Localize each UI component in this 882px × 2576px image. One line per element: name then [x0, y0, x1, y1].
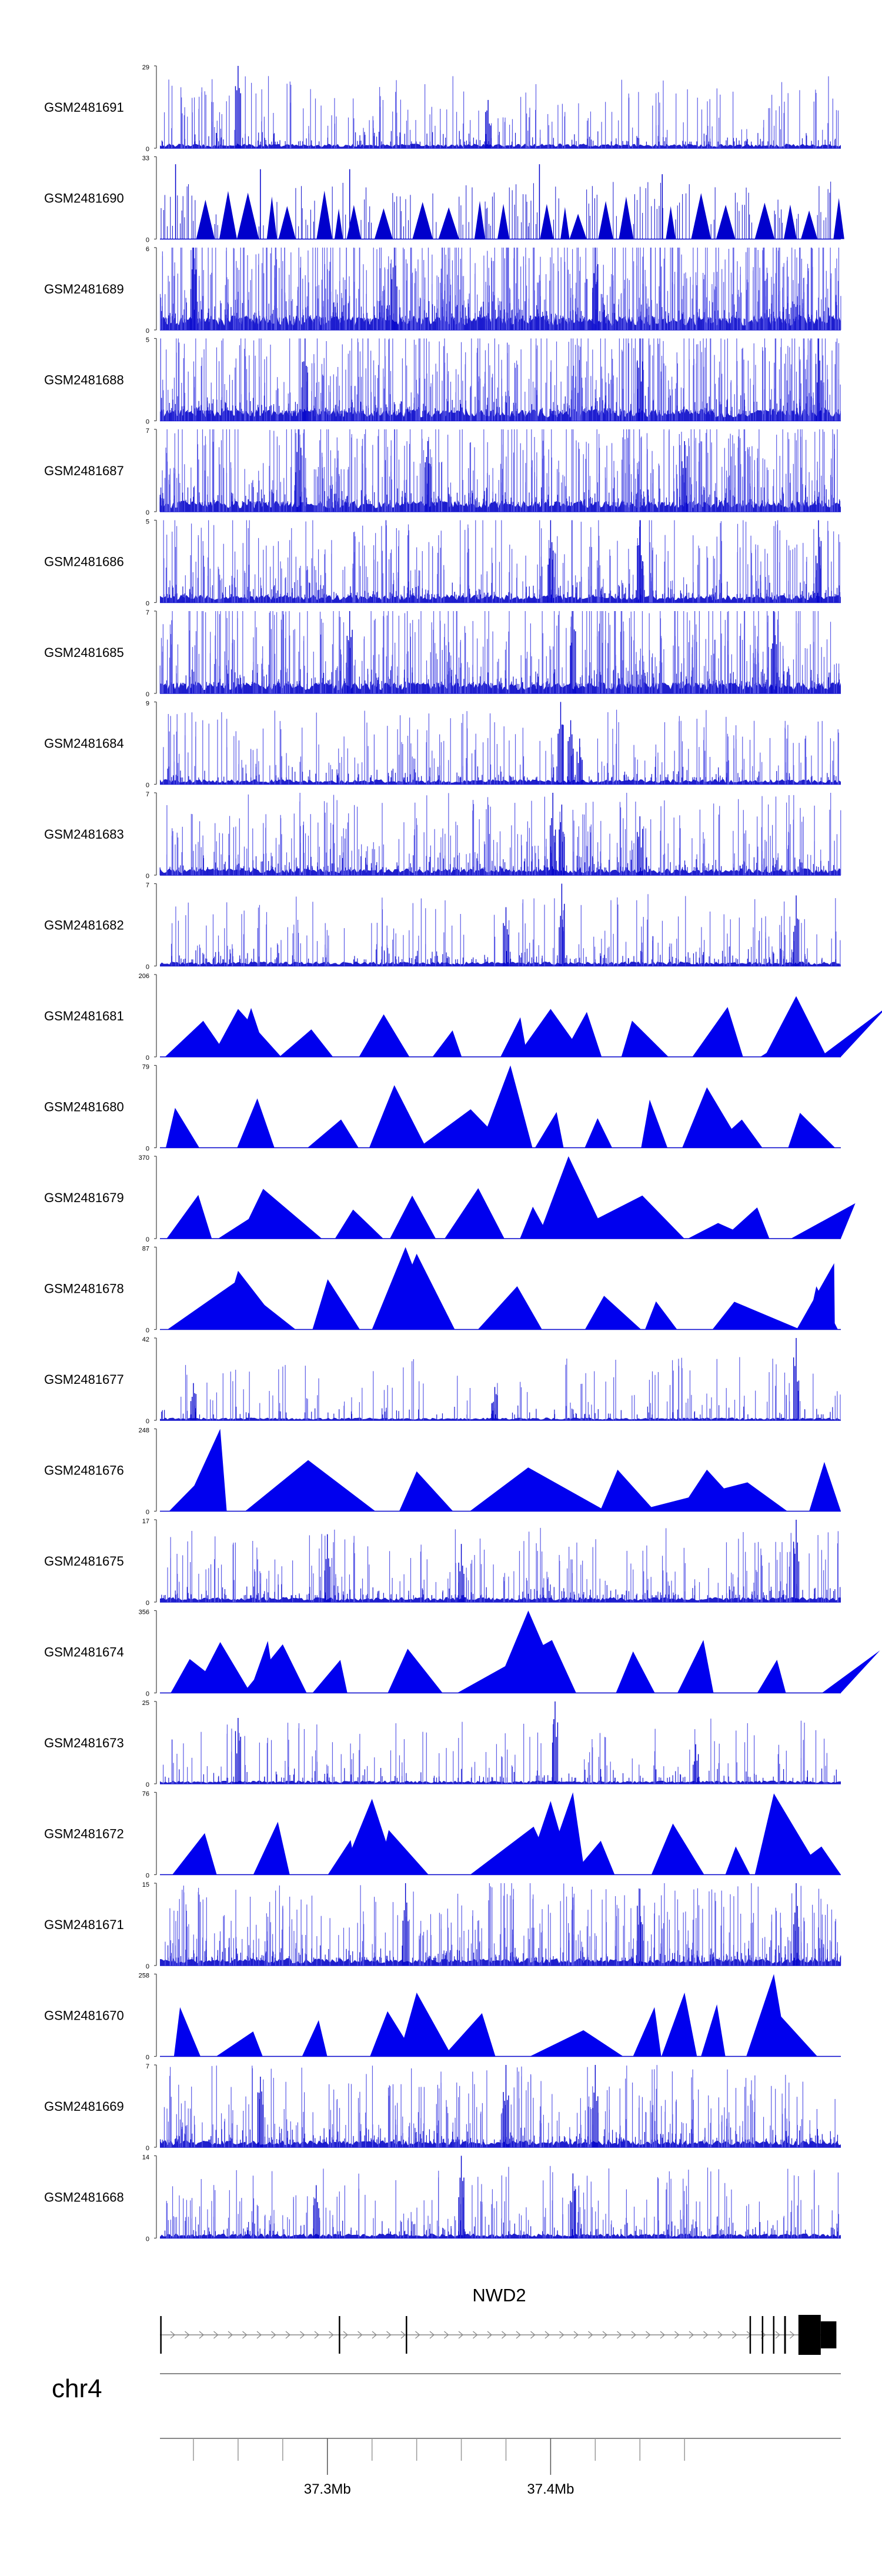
signal-region — [196, 199, 215, 239]
signal-region — [560, 207, 570, 239]
signal-region — [691, 193, 711, 239]
track-label: GSM2481691 — [44, 100, 124, 115]
coverage-tracks: GSM2481691290GSM2481690330GSM248168960GS… — [44, 64, 882, 2243]
y-max-label: 7 — [146, 609, 149, 616]
signal-region — [754, 202, 775, 239]
coverage-area — [160, 144, 841, 148]
track-GSM2481688: GSM2481688 5 0 — [44, 337, 841, 426]
signal-region — [219, 191, 237, 239]
signal-region — [266, 196, 277, 239]
signal-region — [438, 207, 459, 239]
track-label: GSM2481685 — [44, 645, 124, 660]
y-min-label: 0 — [146, 600, 149, 608]
y-min-label: 0 — [146, 419, 149, 426]
signal-region — [236, 192, 259, 239]
y-max-label: 9 — [146, 700, 149, 708]
signal-region — [833, 198, 844, 239]
track-label: GSM2481688 — [44, 373, 124, 388]
signal-region — [783, 204, 797, 239]
y-max-label: 6 — [146, 246, 149, 253]
track-GSM2481691: GSM2481691 29 0 — [44, 64, 841, 153]
signal-region — [497, 203, 510, 239]
signal-region — [540, 203, 554, 239]
track-label: GSM2481686 — [44, 555, 124, 569]
y-min-label: 0 — [146, 237, 149, 244]
track-GSM2481689: GSM2481689 6 0 — [44, 246, 841, 335]
signal-region — [598, 201, 613, 239]
coverage-area — [160, 595, 841, 603]
signal-region — [316, 191, 333, 239]
signal-region — [666, 206, 676, 239]
signal-region — [619, 196, 634, 239]
signal-region — [474, 201, 486, 239]
signal-region — [716, 205, 736, 239]
track-GSM2481687: GSM2481687 7 0 — [44, 428, 841, 516]
track-label: GSM2481687 — [44, 463, 124, 478]
y-min-label: 0 — [146, 509, 149, 516]
y-max-label: 33 — [142, 155, 149, 162]
signal-region — [569, 213, 587, 239]
track-label: GSM2481690 — [44, 191, 124, 206]
signal-region — [374, 208, 393, 239]
signal-region — [346, 205, 362, 239]
y-max-label: 29 — [142, 64, 149, 71]
y-max-label: 7 — [146, 428, 149, 435]
track-GSM2481690: GSM2481690 33 0 — [44, 155, 844, 244]
y-max-label: 5 — [146, 337, 149, 344]
y-min-label: 0 — [146, 146, 149, 153]
y-min-label: 0 — [146, 328, 149, 335]
track-label: GSM2481684 — [44, 736, 124, 751]
y-min-label: 0 — [146, 782, 149, 789]
y-max-label: 5 — [146, 519, 149, 526]
track-GSM2481685: GSM2481685 7 0 — [44, 609, 841, 698]
track-label: GSM2481689 — [44, 282, 124, 296]
signal-region — [412, 202, 433, 239]
signal-region — [334, 208, 343, 239]
signal-region — [278, 206, 296, 239]
y-min-label: 0 — [146, 691, 149, 698]
signal-region — [801, 210, 818, 239]
track-GSM2481686: GSM2481686 5 0 — [44, 519, 841, 608]
track-GSM2481684: GSM2481684 9 0 — [44, 700, 841, 789]
